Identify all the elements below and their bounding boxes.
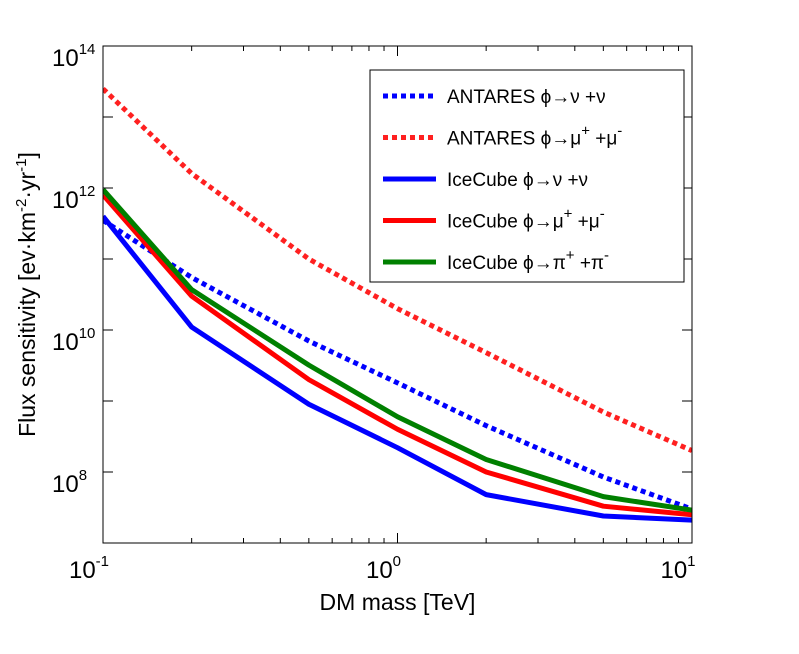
x-tick-label: 10-1 [69, 553, 109, 584]
legend-entry-1: ANTARES ϕ→μ+ +μ- [447, 123, 622, 150]
legend-entry-4: IceCube ϕ→π+ +π- [447, 247, 609, 274]
series-line-3 [103, 193, 692, 518]
y-axis-label: Flux sensitivity [ev·km-2·yr-1] [13, 152, 40, 437]
series-layer [103, 86, 692, 523]
legend-entry-2: IceCube ϕ→ν +ν [447, 170, 588, 191]
series-line-0 [103, 218, 692, 512]
x-axis-label: DM mass [TeV] [320, 589, 476, 615]
series-line-4 [103, 187, 692, 513]
y-tick-label: 1010 [52, 325, 95, 356]
legend: ANTARES ϕ→ν +ν ANTARES ϕ→μ+ +μ- IceCube ϕ→… [369, 69, 685, 283]
legend-box [369, 69, 685, 283]
x-tick-label: 101 [660, 553, 695, 584]
axes-layer [102, 45, 693, 544]
series-line-1 [103, 86, 692, 453]
y-tick-label: 108 [52, 467, 87, 498]
x-tick-label: 100 [366, 553, 401, 584]
labels-layer: 10-1 100 101 108 1010 1012 1014 DM mass [TeV] Fl… [13, 41, 696, 615]
legend-entry-0: ANTARES ϕ→ν +ν [447, 87, 606, 108]
y-tick-label: 1012 [52, 183, 95, 214]
legend-entry-3: IceCube ϕ→μ+ +μ- [447, 206, 605, 233]
y-tick-label: 1014 [52, 41, 95, 72]
series-line-2 [103, 214, 692, 523]
